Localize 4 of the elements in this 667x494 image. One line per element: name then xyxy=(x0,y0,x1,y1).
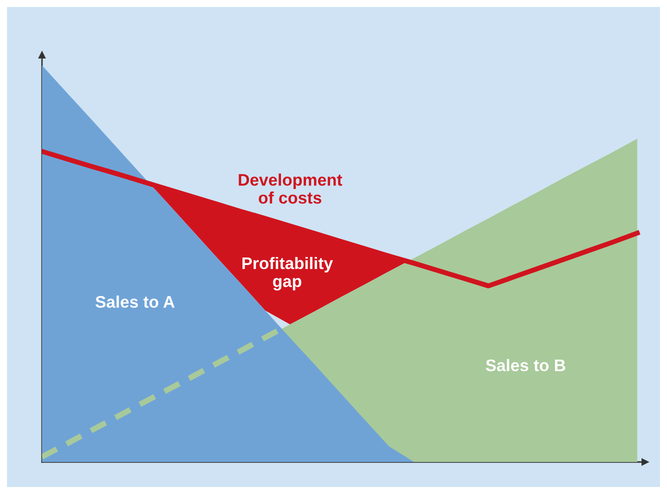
series-label: Sales to B xyxy=(486,359,566,372)
series-label: Development of costs xyxy=(238,174,342,204)
series-label: Sales to A xyxy=(96,296,175,308)
annotation: Profitability gap xyxy=(242,256,333,290)
